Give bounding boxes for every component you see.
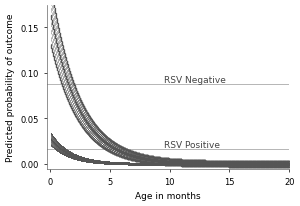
X-axis label: Age in months: Age in months [135, 192, 201, 200]
Y-axis label: Predicted probability of outcome: Predicted probability of outcome [6, 13, 15, 161]
Text: RSV Positive: RSV Positive [164, 141, 220, 150]
Text: RSV Negative: RSV Negative [164, 75, 226, 84]
